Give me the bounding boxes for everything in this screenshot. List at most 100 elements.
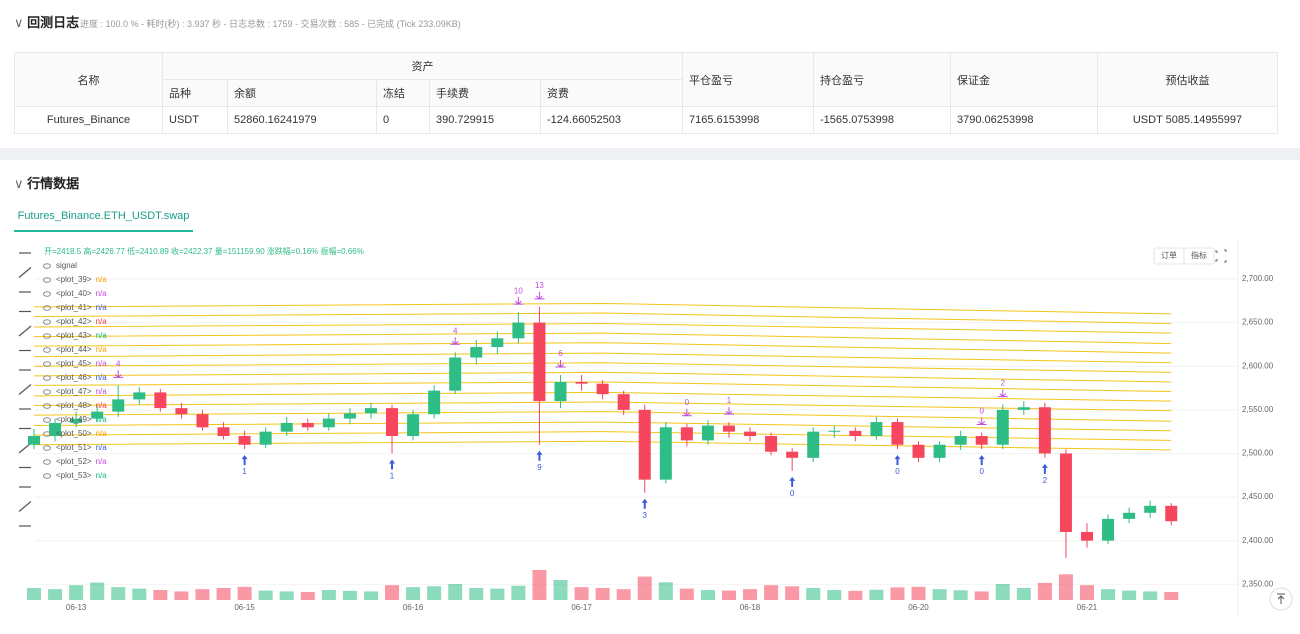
fullscreen-icon[interactable]	[1215, 249, 1227, 263]
legend-eye[interactable]	[43, 347, 51, 353]
band-line	[33, 371, 1172, 383]
market-title[interactable]: ∨ 行情数据	[14, 176, 80, 191]
tool-icon[interactable]	[18, 384, 32, 395]
volume-bar	[132, 588, 147, 600]
volume-bar	[932, 589, 947, 600]
buy-arrow	[789, 476, 796, 487]
legend-eye[interactable]	[43, 417, 51, 423]
th: 平仓盈亏	[682, 52, 814, 107]
legend-entry: <plot_53> n/a	[56, 471, 107, 480]
legend-value: n/a	[96, 303, 108, 312]
legend-eye[interactable]	[43, 277, 51, 283]
volume-bar	[342, 590, 357, 600]
legend-entry: <plot_43> n/a	[56, 331, 107, 340]
legend-eye[interactable]	[43, 305, 51, 311]
candle-body	[1059, 453, 1072, 532]
legend-entry: <plot_52> n/a	[56, 457, 107, 466]
legend-eye[interactable]	[43, 389, 51, 395]
volume-bar	[637, 576, 652, 600]
legend-eye[interactable]	[43, 263, 51, 269]
tool-icon[interactable]	[18, 325, 32, 337]
volume-bar	[995, 584, 1010, 600]
th: 预估收益	[1097, 52, 1278, 107]
legend-eye[interactable]	[43, 403, 51, 409]
candle-body	[301, 422, 314, 428]
th: 名称	[14, 52, 163, 107]
legend-eye[interactable]	[43, 319, 51, 325]
td: 0	[376, 106, 430, 134]
candle-body	[891, 422, 904, 445]
volume-bar	[595, 588, 610, 600]
y-tick-label: 2,650.00	[1242, 318, 1274, 327]
legend-value: n/a	[96, 331, 108, 340]
candle-body	[722, 425, 735, 432]
td: USDT 5085.14955997	[1097, 106, 1278, 134]
y-tick-label: 2,450.00	[1242, 492, 1274, 501]
volume-bar	[300, 592, 315, 600]
legend-entry: <plot_47> n/a	[56, 387, 107, 396]
legend-eye[interactable]	[43, 291, 51, 297]
volume-bar	[1080, 585, 1094, 600]
sell-marker	[681, 408, 692, 417]
buy-label: 1	[242, 467, 247, 476]
legend-eye[interactable]	[43, 473, 51, 479]
sell-marker	[723, 407, 734, 415]
th: 余额	[227, 79, 377, 107]
legend-eye[interactable]	[43, 445, 51, 451]
legend-eye[interactable]	[43, 375, 51, 381]
log-panel: ∨ 回测日志 进度 : 100.0 % - 耗时(秒) : 3.937 秒 - …	[0, 0, 1300, 148]
th: 手续费	[429, 79, 541, 107]
volume-bar	[953, 590, 968, 600]
band-line	[33, 352, 1172, 364]
legend-entry: <plot_39> n/a	[56, 275, 107, 284]
log-title[interactable]: ∨ 回测日志	[14, 15, 80, 30]
legend-eye[interactable]	[43, 333, 51, 339]
candle-body	[701, 425, 714, 441]
volume-bar	[1058, 574, 1073, 600]
candle-body	[975, 436, 988, 445]
legend-value: n/a	[96, 443, 108, 452]
x-tick-label: 06-13	[66, 603, 87, 612]
volume-bar	[1164, 592, 1179, 600]
candle-body	[470, 347, 483, 358]
legend-value: n/a	[96, 387, 108, 396]
tool-icon[interactable]	[18, 501, 32, 512]
legend-eye[interactable]	[43, 431, 51, 437]
sell-label: 4	[453, 326, 458, 335]
order-button-label: 订单	[1161, 250, 1177, 260]
volume-bar	[616, 589, 631, 600]
sell-marker	[534, 291, 545, 300]
candle-body	[407, 414, 420, 437]
market-title-text: 行情数据	[27, 176, 80, 191]
candle-body	[617, 394, 630, 410]
volume-bar	[743, 589, 758, 600]
log-stats: 进度 : 100.0 % - 耗时(秒) : 3.937 秒 - 日志总数 : …	[80, 19, 461, 29]
band-line	[33, 342, 1172, 354]
legend-eye[interactable]	[43, 459, 51, 465]
candle-body	[744, 431, 757, 437]
log-title-text: 回测日志	[27, 15, 80, 30]
indicator-button-label: 指标	[1191, 250, 1207, 260]
symbol-tab[interactable]: Futures_Binance.ETH_USDT.swap	[14, 202, 193, 232]
candle-body	[1081, 531, 1093, 541]
y-tick-label: 2,400.00	[1242, 536, 1274, 545]
legend-value: n/a	[96, 275, 108, 284]
tool-icon[interactable]	[18, 267, 32, 278]
sell-marker	[450, 337, 461, 345]
candle-body	[217, 427, 230, 437]
candle-body	[870, 422, 883, 437]
indicator-button[interactable]	[1183, 247, 1215, 265]
band-line	[33, 323, 1172, 334]
band-line	[33, 332, 1172, 345]
legend-name: <plot_45>	[56, 359, 92, 368]
legend-name: <plot_43>	[56, 331, 92, 340]
legend-entry: <plot_44> n/a	[56, 345, 107, 354]
volume-bar	[785, 586, 800, 600]
legend-name: <plot_49>	[56, 415, 92, 424]
candle-body	[1017, 407, 1030, 410]
legend-eye[interactable]	[43, 361, 51, 367]
ohlc-info: 开=2418.5 高=2426.77 低=2410.89 收=2422.37 量…	[44, 246, 364, 256]
candle-body	[533, 322, 546, 402]
td: 390.729915	[429, 106, 541, 134]
